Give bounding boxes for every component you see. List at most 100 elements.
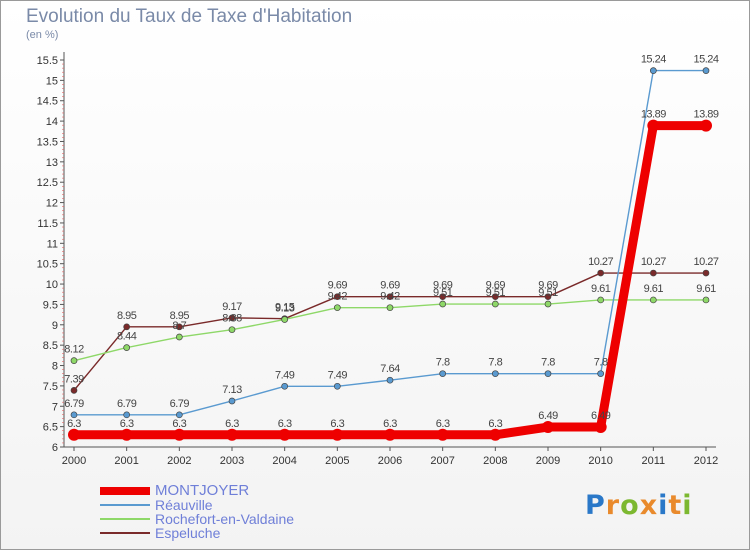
data-label: 7.13 [222,384,242,396]
data-point [173,428,186,441]
data-label: 6.3 [225,418,239,430]
data-point [439,300,447,308]
y-tick-label: 15.5 [37,55,58,67]
data-label: 6.3 [278,418,292,430]
data-point [544,370,552,378]
y-tick-label: 8.5 [43,340,58,352]
y-tick-label: 6 [52,442,58,454]
data-label: 7.39 [64,373,84,385]
data-label: 8.95 [117,310,137,322]
y-tick-label: 9 [52,320,58,332]
data-label: 9.17 [222,301,242,313]
data-point [68,428,80,441]
data-label: 9.42 [328,291,348,303]
data-point [544,300,552,308]
legend-swatch [100,518,150,520]
data-point [491,293,499,301]
logo-letter: x [639,490,659,521]
logo-letter: i [658,490,669,521]
data-label: 7.49 [275,369,295,381]
data-point [333,382,341,390]
legend-label: Réauville [155,497,213,513]
y-tick-label: 13.5 [37,136,58,148]
x-tick-label: 2008 [483,455,507,467]
data-point [649,269,657,277]
data-label: 8.12 [64,344,84,356]
y-tick-label: 10.5 [37,259,58,271]
data-point [281,382,289,390]
data-point [70,357,78,364]
data-point [228,314,236,322]
data-point [491,300,499,308]
data-point [649,67,657,74]
logo-letter: o [620,490,640,521]
data-label: 6.79 [170,398,190,410]
x-tick-label: 2012 [694,455,718,467]
data-label: 7.8 [594,357,608,369]
legend-swatch [100,504,150,506]
data-point [333,293,341,301]
x-tick-label: 2004 [272,455,296,467]
data-label: 9.51 [486,287,506,299]
data-point [702,67,710,74]
y-tick-label: 11.5 [37,218,58,230]
data-label: 6.3 [383,418,397,430]
y-tick-label: 14 [46,116,58,128]
y-tick-label: 7.5 [43,381,58,393]
data-point [386,376,394,384]
legend-swatch [100,532,150,534]
data-point [123,411,131,419]
data-point [70,411,78,419]
data-point [228,397,236,405]
data-label: 9.61 [696,283,716,295]
data-point [123,344,131,351]
data-label: 7.49 [328,369,348,381]
data-label: 9.69 [433,280,453,292]
data-label: 6.3 [172,418,186,430]
data-label: 10.27 [588,256,613,268]
data-point [542,421,554,434]
data-label: 7.8 [436,357,450,369]
legend-label: MONTJOYER [155,482,250,499]
x-tick-label: 2005 [325,455,349,467]
data-point [649,296,657,304]
logo-letter: P [585,490,606,521]
x-tick-label: 2001 [114,455,138,467]
chart-subtitle: (en %) [26,29,59,41]
y-tick-label: 10 [46,279,58,291]
data-point [594,421,607,434]
data-point [384,428,396,441]
data-label: 6.3 [488,418,502,430]
data-point [120,428,133,441]
y-tick-label: 7 [52,401,58,413]
data-label: 6.79 [64,398,84,410]
chart-title: Evolution du Taux de Taxe d'Habitation [26,6,353,27]
y-tick-label: 12 [46,198,58,210]
x-tick-label: 2011 [642,455,666,467]
legend-label: Espeluche [155,525,221,541]
data-label: 9.69 [538,280,558,292]
data-label: 13.89 [641,109,666,121]
x-tick-label: 2010 [588,455,612,467]
legend-swatch [100,487,150,495]
legend-label: Rochefort-en-Valdaine [155,511,295,527]
data-point [278,428,291,441]
data-point [123,323,131,331]
data-label: 8.95 [170,310,190,322]
logo-letter: i [682,490,693,521]
data-point [386,293,394,301]
data-label: 6.3 [67,418,81,430]
data-label: 9.69 [328,280,348,292]
data-label: 15.24 [693,54,718,66]
data-point [439,293,447,301]
data-label: 13.89 [693,109,718,121]
data-point [647,119,660,132]
data-point [702,296,710,304]
data-label: 7.64 [380,363,400,375]
proxiti-logo: Proxiti [585,490,693,521]
data-label: 6.49 [538,410,558,422]
data-label: 8.7 [172,320,186,332]
data-point [175,333,183,341]
logo-letter: t [668,490,683,521]
